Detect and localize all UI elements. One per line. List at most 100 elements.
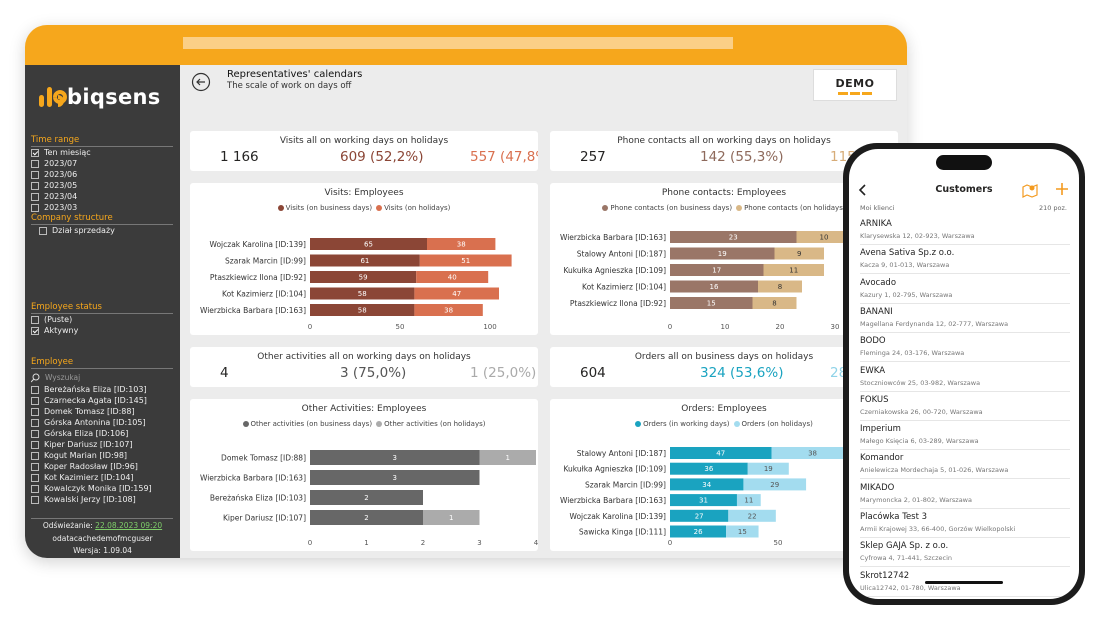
filter-item[interactable]: Ten miesiąc [31, 147, 179, 158]
chart-card: Orders: Employees Orders (in working days… [550, 399, 898, 551]
customer-row[interactable]: EWKA Stoczniowców 25, 03-982, Warszawa [860, 363, 1070, 392]
customer-row[interactable]: BODO Fleminga 24, 03-176, Warszawa [860, 333, 1070, 363]
filter-item[interactable]: Aktywny [31, 325, 179, 336]
customer-row[interactable]: FOKUS Czerniakowska 26, 00-720, Warszawa [860, 392, 1070, 421]
section-title: Employee status [31, 302, 173, 314]
x-tick-label: 50 [396, 323, 405, 331]
legend-item: Phone contacts (on business days) [602, 204, 732, 212]
bar-segment [752, 297, 797, 309]
bar-segment [728, 509, 776, 522]
bar-label: 31 [699, 497, 708, 505]
kpi-values: 4 3 (75,0%) 1 (25,0%) [190, 362, 538, 382]
bar-segment [743, 478, 807, 491]
customer-name: BANANI [860, 306, 893, 317]
filter-item[interactable]: Koper Radosław [ID:96] [31, 461, 179, 472]
refresh-date[interactable]: 22.08.2023 09:20 [95, 521, 163, 530]
kpi-business: 3 (75,0%) [340, 365, 407, 381]
filter-label: Dział sprzedaży [52, 226, 115, 235]
bar-label: 34 [702, 481, 711, 489]
bar-segment [763, 264, 824, 276]
checkbox [31, 473, 39, 482]
filter-item[interactable]: Kogut Marian [ID:98] [31, 450, 179, 461]
filter-item[interactable]: Górska Eliza [ID:106] [31, 428, 179, 439]
bar-label: 19 [718, 250, 727, 258]
search-icon-circle [32, 373, 40, 380]
category-label: Wierzbicka Barbara [ID:163] [560, 233, 666, 242]
filter-item[interactable]: Dział sprzedaży [31, 225, 179, 236]
search-box[interactable]: Wyszukaj [31, 371, 179, 384]
filter-item[interactable]: 2023/06 [31, 169, 179, 180]
filter-item[interactable]: Czarnecka Agata [ID:145] [31, 395, 179, 406]
filter-item[interactable]: (Puste) [31, 314, 179, 325]
refresh-label: Odświeżanie: [42, 521, 93, 530]
customer-row[interactable]: Avena Sativa Sp.z o.o. Kacza 9, 01-013, W… [860, 245, 1070, 275]
category-label: Kukułka Agnieszka [ID:109] [563, 465, 666, 474]
bar-label: 16 [710, 283, 719, 291]
category-label: Wierzbicka Barbara [ID:163] [200, 306, 306, 315]
filter-label: Koper Radosław [ID:96] [44, 462, 138, 471]
legend-item: Other activities (on business days) [242, 420, 372, 428]
filter-label: Domek Tomasz [ID:88] [44, 407, 135, 416]
filter-item[interactable]: Kowalski Jerzy [ID:108] [31, 494, 179, 505]
kpi-business: 609 (52,2%) [340, 149, 424, 165]
customer-row[interactable]: Placówka Test 3 Armii Krajowej 33, 66-400… [860, 509, 1070, 538]
filter-item[interactable]: 2023/05 [31, 180, 179, 191]
phone-back[interactable] [857, 183, 869, 197]
map-icon[interactable] [1021, 182, 1039, 198]
filter-label: 2023/06 [44, 170, 78, 179]
checkbox [31, 192, 39, 201]
section-title: Time range [31, 135, 173, 147]
filter-item[interactable]: 2023/04 [31, 191, 179, 202]
filter-label: Czarnecka Agata [ID:145] [44, 396, 147, 405]
filter-item[interactable]: Kot Kazimierz [ID:104] [31, 472, 179, 483]
bar-label: 51 [461, 257, 470, 265]
bar-segment [310, 271, 417, 283]
filter-item[interactable]: Kiper Dariusz [ID:107] [31, 439, 179, 450]
search-placeholder: Wyszukaj [45, 373, 81, 382]
filter-item[interactable]: Domek Tomasz [ID:88] [31, 406, 179, 417]
legend-label: Orders (on holidays) [741, 420, 813, 428]
customer-row[interactable]: Komandor Anielewicza Mordechaja 5, 01-026… [860, 450, 1070, 480]
customer-name: Avena Sativa Sp.z o.o. [860, 248, 955, 259]
customer-row[interactable]: Avocado Kazury 1, 02-795, Warszawa [860, 275, 1070, 304]
filter-item[interactable]: Bereżańska Eliza [ID:103] [31, 384, 179, 395]
category-label: Stalowy Antoni [ID:187] [577, 250, 666, 259]
category-label: Kukułka Agnieszka [ID:109] [563, 266, 666, 275]
chart-card: Other Activities: Employees Other activit… [190, 399, 538, 551]
legend-dot [376, 421, 383, 427]
filter-item[interactable]: Kowalczyk Monika [ID:159] [31, 483, 179, 494]
address-bar [183, 37, 733, 49]
legend-label: Orders (in working days) [643, 420, 730, 428]
back-button[interactable] [191, 72, 211, 92]
customer-address: Ulica12742, 01-780, Warszawa [860, 583, 961, 592]
customer-row[interactable]: BANANI Magellana Ferdynanda 12, 02-777, W… [860, 304, 1070, 333]
filter-item[interactable]: Górska Antonina [ID:105] [31, 417, 179, 428]
bar-label: 47 [716, 450, 725, 458]
filter-item[interactable]: 2023/07 [31, 158, 179, 169]
bar-label: 8 [778, 283, 782, 291]
bar-chart: 0 50 Stalowy Antoni [ID:187] 47 38 Kukułka Ag… [560, 447, 854, 547]
customer-row[interactable]: Sklep GAJA Sp. z o.o. Cyfrowa 4, 71-441, … [860, 538, 1070, 568]
customer-row[interactable]: Imperium Małego Księcia 6, 03-289, Warsza… [860, 421, 1070, 451]
x-tick-label: 4 [534, 539, 538, 547]
checkbox [31, 385, 39, 394]
dashboard-window: biqsens Odświeżanie: 22.08.2023 09:20 od… [25, 25, 907, 558]
filter-label: (Puste) [44, 315, 73, 324]
category-label: Stalowy Antoni [ID:187] [577, 449, 666, 458]
add-icon[interactable] [1055, 182, 1069, 196]
x-tick-label: 20 [776, 323, 785, 331]
bar-chart: 0 1 2 3 4 Domek Tomasz [ID:88] 3 1 Wierzbicka Ba… [200, 450, 538, 547]
checkbox [31, 495, 39, 504]
customer-row[interactable]: Skrot12742 Ulica12742, 01-780, Warszawa [860, 568, 1070, 597]
filter-item[interactable]: 2023/03 [31, 202, 179, 213]
customer-row[interactable]: MIKADO Marymoncka 2, 01-802, Warszawa [860, 480, 1070, 509]
bar-segment [670, 462, 748, 475]
customer-name: Avocado [860, 277, 897, 288]
customer-row[interactable]: ARNIKA Klarysewska 12, 02-923, Warszawa [860, 216, 1070, 245]
kpi-card: Other activities all on working days on … [190, 347, 538, 387]
search-icon [31, 373, 40, 382]
bar-segment [310, 304, 415, 316]
filter-label: Kowalczyk Monika [ID:159] [44, 484, 152, 493]
kpi-card: Visits all on working days on holidays 1 … [190, 131, 538, 171]
